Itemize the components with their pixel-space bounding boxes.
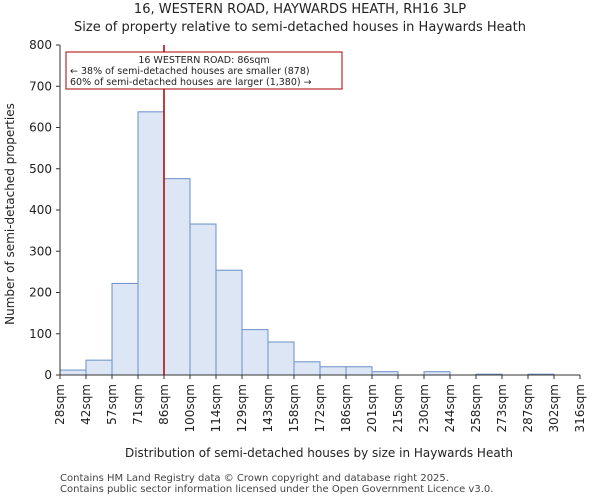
y-tick-label: 600 — [29, 121, 52, 135]
y-tick-label: 500 — [29, 162, 52, 176]
histogram-bar — [60, 370, 86, 375]
x-tick-label: 114sqm — [209, 384, 223, 432]
annotation-line: 60% of semi-detached houses are larger (… — [70, 77, 312, 88]
x-axis-label: Distribution of semi-detached houses by … — [125, 446, 513, 460]
x-tick-label: 287sqm — [521, 384, 535, 432]
histogram-bar — [112, 283, 138, 375]
x-tick-label: 302sqm — [547, 384, 561, 432]
histogram-bar — [138, 112, 164, 375]
x-tick-label: 316sqm — [573, 384, 587, 432]
annotation-line: 16 WESTERN ROAD: 86sqm — [138, 55, 269, 66]
x-tick-label: 143sqm — [261, 384, 275, 432]
histogram-chart: 0 100 200 300 400 500 600 700 800 28sqm 42sqm 57sq… — [0, 0, 600, 500]
y-tick-label: 700 — [29, 79, 52, 93]
histogram-bar — [164, 179, 190, 375]
x-tick-label: 86sqm — [157, 384, 171, 425]
y-axis-label: Number of semi-detached properties — [3, 103, 17, 325]
y-tick-label: 400 — [29, 203, 52, 217]
x-tick-label: 186sqm — [339, 384, 353, 432]
y-tick-label: 800 — [29, 38, 52, 52]
annotation-line: ← 38% of semi-detached houses are smalle… — [70, 66, 310, 77]
histogram-bar — [320, 367, 346, 375]
x-tick-label: 244sqm — [443, 384, 457, 432]
histogram-bar — [242, 330, 268, 375]
x-tick-label: 258sqm — [469, 384, 483, 432]
histogram-bar — [294, 362, 320, 375]
footer-licence: Contains public sector information licen… — [60, 484, 493, 495]
x-tick-label: 201sqm — [365, 384, 379, 432]
y-tick-label: 100 — [29, 327, 52, 341]
x-tick-label: 100sqm — [183, 384, 197, 432]
histogram-bar — [346, 367, 372, 375]
y-tick-label: 200 — [29, 286, 52, 300]
x-tick-label: 273sqm — [495, 384, 509, 432]
histogram-bar — [86, 360, 112, 375]
x-tick-label: 158sqm — [287, 384, 301, 432]
y-tick-label: 0 — [44, 368, 52, 382]
x-tick-label: 57sqm — [105, 384, 119, 425]
x-tick-label: 230sqm — [417, 384, 431, 432]
x-tick-label: 28sqm — [53, 384, 67, 425]
x-tick-label: 71sqm — [131, 384, 145, 425]
x-tick-label: 42sqm — [79, 384, 93, 425]
histogram-bar — [190, 224, 216, 375]
histogram-bar — [268, 342, 294, 375]
x-tick-label: 129sqm — [235, 384, 249, 432]
x-tick-label: 215sqm — [391, 384, 405, 432]
x-tick-label: 172sqm — [313, 384, 327, 432]
footer-copyright: Contains HM Land Registry data © Crown c… — [60, 473, 449, 484]
y-tick-label: 300 — [29, 244, 52, 258]
histogram-bar — [216, 270, 242, 375]
